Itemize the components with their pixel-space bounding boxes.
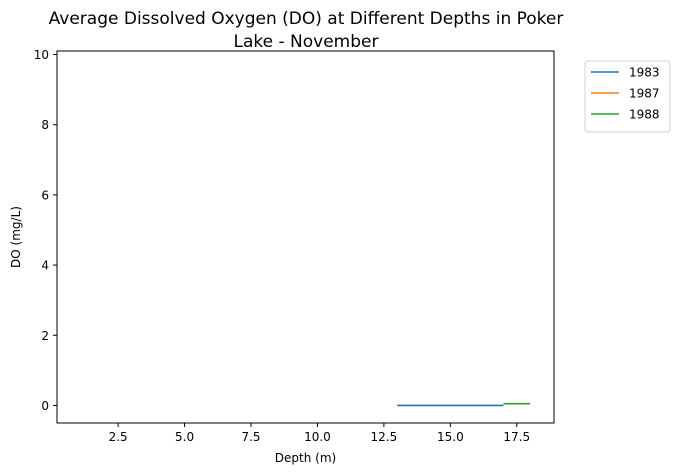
series-layer — [397, 402, 531, 407]
y-tick-label: 8 — [41, 118, 49, 132]
y-tick-label: 2 — [41, 329, 49, 343]
x-tick-label: 7.5 — [241, 430, 260, 444]
y-tick-label: 0 — [41, 399, 49, 413]
x-tick-label: 15.0 — [437, 430, 464, 444]
plot-area — [57, 51, 554, 423]
x-axis-label: Depth (m) — [275, 451, 336, 465]
x-axis-ticks: 2.5 5.0 7.5 10.0 12.5 15.0 17.5 — [109, 423, 530, 444]
x-tick-label: 17.5 — [503, 430, 530, 444]
y-axis-label: DO (mg/L) — [9, 206, 23, 268]
legend-label-1983: 1983 — [629, 66, 660, 80]
legend-label-1988: 1988 — [629, 108, 660, 122]
x-tick-label: 2.5 — [109, 430, 128, 444]
y-axis-ticks: 0 2 4 6 8 10 — [34, 48, 57, 413]
legend: 1983 1987 1988 — [584, 60, 671, 133]
plot-frame — [56, 50, 555, 424]
x-tick-label: 5.0 — [175, 430, 194, 444]
chart-title-line-1: Average Dissolved Oxygen (DO) at Differe… — [49, 9, 564, 29]
y-tick-label: 10 — [34, 48, 49, 62]
chart-title-line-2: Lake - November — [234, 32, 379, 52]
y-tick-label: 4 — [41, 259, 49, 273]
legend-label-1987: 1987 — [629, 87, 660, 101]
x-tick-label: 10.0 — [304, 430, 331, 444]
x-tick-label: 12.5 — [371, 430, 398, 444]
y-tick-label: 6 — [41, 188, 49, 202]
